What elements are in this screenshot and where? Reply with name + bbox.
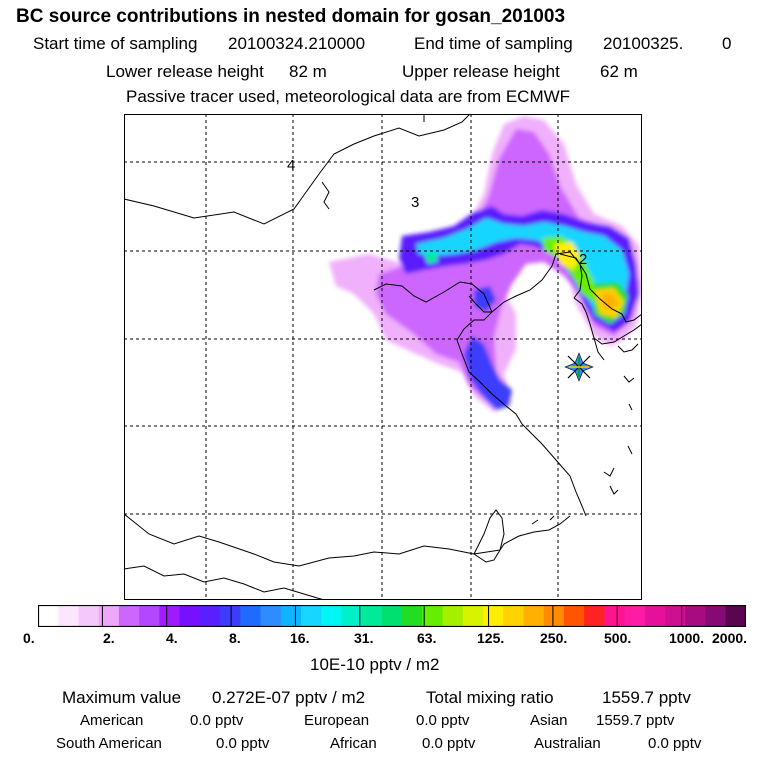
region-label-4: 4 bbox=[287, 157, 295, 174]
region-label-2: 2 bbox=[579, 251, 587, 268]
colorbar-cell bbox=[725, 605, 746, 627]
colorbar-cell bbox=[422, 605, 444, 627]
colorbar-tick-1000: 1000. bbox=[669, 630, 705, 646]
colorbar-cell bbox=[199, 605, 221, 627]
source-south-american-label: South American bbox=[56, 735, 162, 752]
plume-orange bbox=[600, 294, 618, 310]
lower-height-label: Lower release height bbox=[106, 62, 264, 81]
colorbar-cell bbox=[442, 605, 464, 627]
end-time-value-tail: 0 bbox=[722, 34, 732, 53]
colorbar-cell bbox=[644, 605, 666, 627]
colorbar-cell bbox=[543, 605, 565, 627]
colorbar-unit: 10E-10 pptv / m2 bbox=[310, 655, 440, 674]
max-value-label: Maximum value bbox=[62, 688, 182, 707]
colorbar-cell bbox=[624, 605, 646, 627]
map-frame bbox=[124, 114, 642, 600]
colorbar-cell bbox=[220, 605, 241, 627]
source-australian-value: 0.0 pptv bbox=[648, 735, 702, 752]
tracer-note: Passive tracer used, meteorological data… bbox=[126, 87, 571, 106]
region-label-3: 3 bbox=[411, 194, 419, 211]
plume-blue-bay bbox=[474, 286, 496, 312]
colorbar-tick-500: 500. bbox=[604, 630, 632, 646]
colorbar-tick-125: 125. bbox=[477, 630, 505, 646]
plume-cyan bbox=[416, 218, 629, 319]
colorbar-cell bbox=[58, 605, 80, 627]
max-value: 0.272E-07 pptv / m2 bbox=[212, 688, 366, 707]
coastlines bbox=[124, 114, 642, 600]
colorbar-cell bbox=[503, 605, 525, 627]
colorbar-cell bbox=[98, 605, 120, 627]
colorbar-cell bbox=[402, 605, 423, 627]
colorbar-cell bbox=[78, 605, 100, 627]
colorbar-cell bbox=[483, 605, 504, 627]
colorbar-cell bbox=[179, 605, 201, 627]
plume-blue-south bbox=[464, 336, 512, 410]
star-icon bbox=[564, 352, 594, 382]
colorbar-cell bbox=[240, 605, 262, 627]
source-asian-value: 1559.7 pptv bbox=[596, 712, 675, 729]
start-time-label: Start time of sampling bbox=[33, 34, 198, 53]
colorbar-cell bbox=[462, 605, 484, 627]
source-american-value: 0.0 pptv bbox=[190, 712, 244, 729]
source-american-label: American bbox=[80, 712, 144, 729]
upper-height-label: Upper release height bbox=[402, 62, 560, 81]
colorbar bbox=[38, 605, 746, 627]
total-mixing-value: 1559.7 pptv bbox=[602, 688, 691, 707]
colorbar-cell bbox=[341, 605, 363, 627]
colorbar-tick-63: 63. bbox=[417, 630, 437, 646]
colorbar-cell bbox=[705, 605, 727, 627]
colorbar-cell bbox=[523, 605, 545, 627]
colorbar-cell bbox=[300, 605, 322, 627]
map-grid bbox=[124, 114, 642, 600]
colorbar-cell bbox=[563, 605, 585, 627]
footprint-map: 4 3 2 bbox=[124, 114, 642, 600]
colorbar-tick-16: 16. bbox=[290, 630, 310, 646]
colorbar-tick-2000: 2000. bbox=[712, 630, 748, 646]
colorbar-tick-8: 8. bbox=[229, 630, 241, 646]
end-time-label: End time of sampling bbox=[414, 34, 573, 53]
colorbar-tick-4: 4. bbox=[166, 630, 178, 646]
plot-title: BC source contributions in nested domain… bbox=[16, 6, 566, 27]
colorbar-cell bbox=[321, 605, 343, 627]
colorbar-cell bbox=[280, 605, 302, 627]
colorbar-cell bbox=[584, 605, 605, 627]
colorbar-cell bbox=[260, 605, 282, 627]
colorbar-tick-0: 0. bbox=[23, 630, 35, 646]
colorbar-cell bbox=[139, 605, 160, 627]
colorbar-cell bbox=[381, 605, 403, 627]
source-european-label: European bbox=[304, 712, 370, 729]
plume-violet bbox=[376, 129, 639, 402]
source-south-american-value: 0.0 pptv bbox=[216, 735, 270, 752]
colorbar-cell bbox=[685, 605, 707, 627]
source-european-value: 0.0 pptv bbox=[416, 712, 470, 729]
lower-height-value: 82 m bbox=[289, 62, 327, 81]
colorbar-cell bbox=[604, 605, 626, 627]
source-asian-label: Asian bbox=[530, 712, 568, 729]
source-african-value: 0.0 pptv bbox=[422, 735, 476, 752]
concentration-field bbox=[329, 116, 642, 412]
colorbar-cell bbox=[665, 605, 686, 627]
colorbar-tick-2: 2. bbox=[103, 630, 115, 646]
source-african-label: African bbox=[330, 735, 377, 752]
colorbar-cell bbox=[361, 605, 383, 627]
total-mixing-label: Total mixing ratio bbox=[426, 688, 554, 707]
colorbar-tick-250: 250. bbox=[540, 630, 568, 646]
colorbar-cell bbox=[159, 605, 181, 627]
start-time-value: 20100324.210000 bbox=[228, 34, 366, 53]
colorbar-tick-31: 31. bbox=[354, 630, 374, 646]
end-time-value: 20100325. bbox=[603, 34, 684, 53]
upper-height-value: 62 m bbox=[600, 62, 638, 81]
colorbar-cell bbox=[38, 605, 59, 627]
source-australian-label: Australian bbox=[534, 735, 601, 752]
plume-teal bbox=[424, 252, 438, 264]
colorbar-cell bbox=[118, 605, 140, 627]
